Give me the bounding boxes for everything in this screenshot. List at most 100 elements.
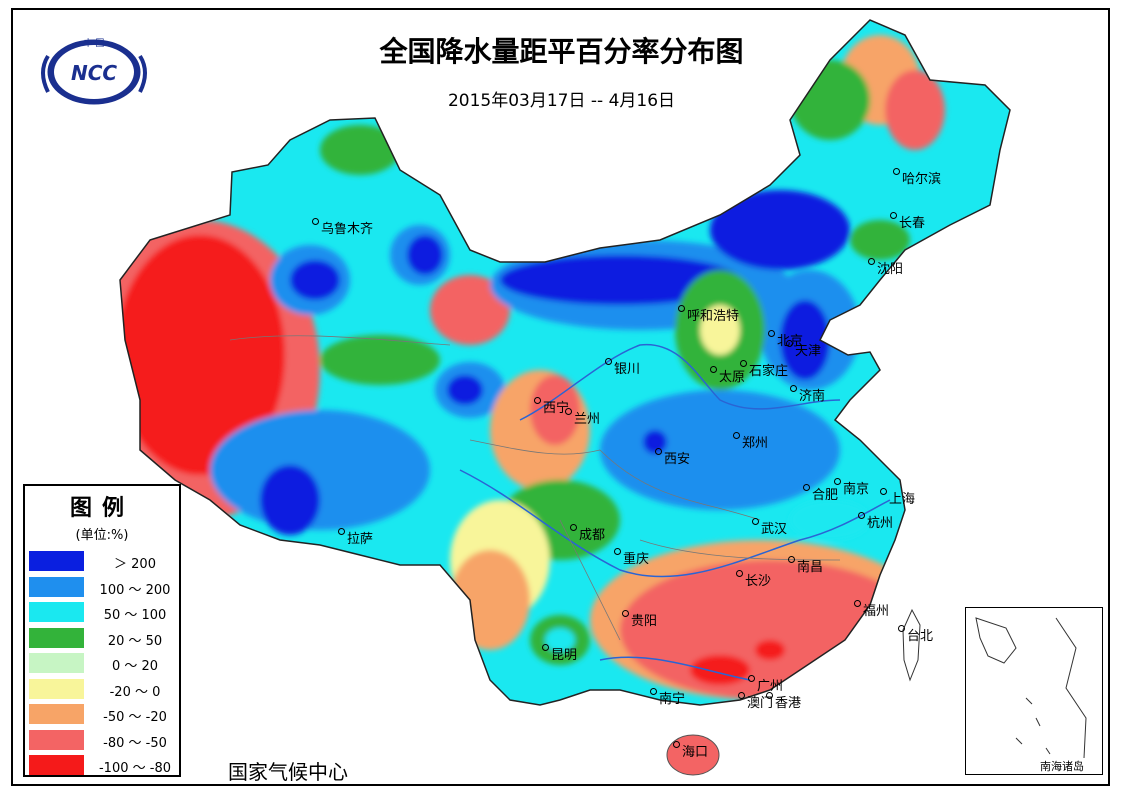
city-label: 拉萨 [338, 528, 373, 547]
city-name: 银川 [614, 362, 641, 377]
legend-range-label: -80 ～ -50 [103, 735, 167, 751]
legend: 图例 (单位:%) ＞ 200 100 ～ 200 50 ～ 100 20 ～ 50 0… [23, 484, 181, 777]
legend-range-label: 50 ～ 100 [103, 608, 167, 623]
legend-item: ＞ 200 [29, 550, 179, 572]
city-label: 西安 [655, 448, 690, 467]
city-marker-icon [854, 600, 861, 607]
city-name: 郑州 [742, 436, 769, 451]
city-name: 拉萨 [347, 532, 374, 547]
legend-item: 100 ～ 200 [29, 576, 179, 598]
city-label: 贵阳 [622, 610, 657, 629]
city-label: 西宁 [534, 397, 569, 416]
city-marker-icon [740, 360, 747, 367]
city-label: 银川 [605, 358, 640, 377]
city-marker-icon [673, 741, 680, 748]
legend-swatch [29, 704, 84, 724]
city-label: 济南 [790, 385, 825, 404]
city-name: 杭州 [867, 516, 894, 531]
city-label: 昆明 [542, 644, 577, 663]
city-label: 南京 [834, 478, 869, 497]
legend-range-label: -50 ～ -20 [103, 710, 167, 725]
city-marker-icon [622, 610, 629, 617]
city-label: 杭州 [858, 512, 893, 531]
legend-item: 0 ～ 20 [29, 652, 179, 674]
city-name: 长春 [899, 216, 926, 231]
city-marker-icon [655, 448, 662, 455]
city-name: 南宁 [659, 692, 686, 707]
city-name: 昆明 [551, 648, 578, 663]
map-title: 全国降水量距平百分率分布图 [379, 35, 744, 68]
legend-range-label: 0 ～ 20 [111, 659, 159, 674]
city-label: 香港 [766, 692, 801, 711]
city-name: 乌鲁木齐 [321, 222, 374, 237]
legend-swatch [29, 755, 84, 775]
city-label: 太原 [710, 366, 745, 385]
city-name: 济南 [799, 389, 826, 404]
city-marker-icon [766, 692, 773, 699]
city-name: 哈尔滨 [902, 172, 942, 187]
city-marker-icon [868, 258, 875, 265]
city-marker-icon [834, 478, 841, 485]
legend-item: -100 ～ -80 [29, 754, 179, 776]
city-marker-icon [570, 524, 577, 531]
city-label: 长春 [890, 212, 925, 231]
city-marker-icon [788, 556, 795, 563]
legend-title: 图例 [69, 496, 134, 521]
ncc-logo-icon: NCC 中 国 [41, 37, 147, 105]
city-name: 南昌 [797, 560, 824, 575]
legend-item: 50 ～ 100 [29, 601, 179, 623]
legend-unit: (单位:%) [75, 528, 129, 543]
city-marker-icon [858, 512, 865, 519]
legend-swatch [29, 653, 84, 673]
city-label: 福州 [854, 600, 889, 619]
city-name: 台北 [907, 629, 934, 644]
legend-swatch [29, 729, 84, 750]
city-name: 福州 [863, 604, 890, 619]
city-marker-icon [312, 218, 319, 225]
city-name: 南京 [843, 482, 870, 497]
city-label: 澳门 [738, 692, 773, 711]
city-name: 兰州 [574, 412, 601, 427]
city-marker-icon [880, 488, 887, 495]
city-marker-icon [736, 570, 743, 577]
legend-item: -50 ～ -20 [29, 703, 179, 725]
city-name: 呼和浩特 [687, 309, 740, 324]
city-marker-icon [890, 212, 897, 219]
city-marker-icon [768, 330, 775, 337]
city-marker-icon [534, 397, 541, 404]
city-name: 广州 [757, 679, 784, 694]
city-name: 澳门 [747, 696, 774, 711]
city-label: 天津 [786, 340, 821, 359]
city-label: 广州 [748, 675, 783, 694]
city-label: 合肥 [803, 484, 838, 503]
city-name: 西宁 [543, 401, 570, 416]
city-name: 长沙 [745, 574, 772, 589]
city-name: 重庆 [623, 552, 650, 567]
city-marker-icon [650, 688, 657, 695]
city-label: 郑州 [733, 432, 768, 451]
city-marker-icon [752, 518, 759, 525]
city-marker-icon [893, 168, 900, 175]
legend-range-label: -100 ～ -80 [98, 761, 171, 776]
city-marker-icon [565, 408, 572, 415]
city-label: 海口 [673, 741, 708, 760]
city-name: 武汉 [761, 522, 788, 537]
legend-item: -80 ～ -50 [29, 729, 179, 751]
city-marker-icon [898, 625, 905, 632]
legend-item: 20 ～ 50 [29, 627, 179, 649]
city-marker-icon [786, 340, 793, 347]
city-label: 南宁 [650, 688, 685, 707]
city-marker-icon [605, 358, 612, 365]
city-label: 武汉 [752, 518, 787, 537]
city-name: 成都 [579, 528, 606, 543]
city-name: 沈阳 [877, 262, 904, 277]
city-label: 上海 [880, 488, 915, 507]
city-marker-icon [614, 548, 621, 555]
city-name: 香港 [775, 696, 802, 711]
city-marker-icon [748, 675, 755, 682]
legend-range-label: -20 ～ 0 [109, 684, 161, 700]
city-name: 上海 [889, 492, 916, 507]
city-name: 海口 [682, 745, 709, 760]
city-name: 天津 [795, 344, 822, 359]
